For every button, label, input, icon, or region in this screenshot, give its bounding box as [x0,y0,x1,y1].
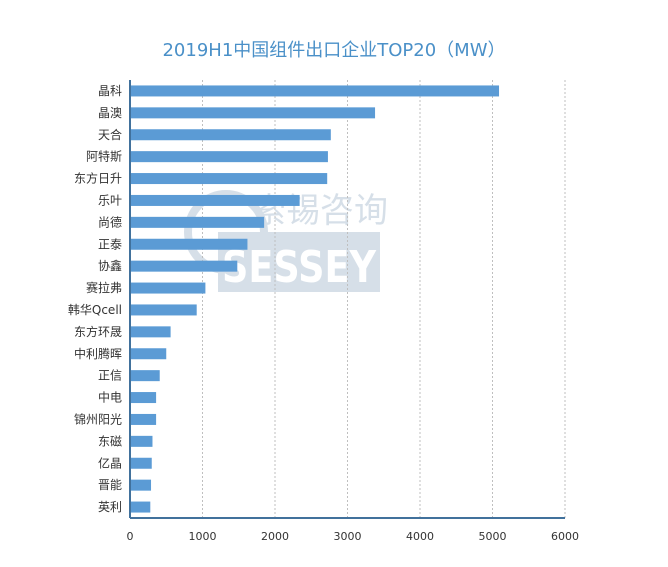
category-label-18: 亿晶 [98,455,122,470]
x-tick-label-4000: 4000 [406,530,434,543]
x-tick-label-3000: 3000 [334,530,362,543]
category-label-15: 中电 [98,390,122,405]
category-label-6: 乐叶 [98,193,122,207]
category-label-16: 锦州阳光 [74,412,122,426]
bar-20 [130,501,151,513]
bar-6 [130,194,300,206]
bar-13 [130,348,167,360]
bar-14 [130,370,160,382]
bar-1 [130,85,500,97]
category-label-13: 中利腾晖 [74,346,122,361]
bar-4 [130,151,328,163]
bar-11 [130,304,197,316]
category-label-10: 赛拉弗 [86,280,122,295]
category-label-8: 正泰 [98,237,122,251]
category-label-1: 晶科 [98,84,122,98]
x-tick-label-5000: 5000 [479,530,507,543]
bar-7 [130,216,265,228]
category-label-19: 晋能 [98,478,122,492]
category-label-20: 英利 [98,500,122,514]
bar-10 [130,282,206,294]
bar-2 [130,107,376,119]
category-label-2: 晶澳 [98,106,122,120]
category-label-9: 协鑫 [98,258,122,273]
bar-17 [130,435,153,447]
bar-16 [130,413,157,425]
category-label-3: 天合 [98,127,122,142]
category-label-17: 东磁 [98,433,122,448]
bar-12 [130,326,171,338]
bar-5 [130,173,328,185]
category-label-7: 尚德 [98,214,122,229]
x-tick-label-6000: 6000 [551,530,579,543]
category-label-12: 东方环晟 [74,324,122,339]
x-tick-label-1000: 1000 [189,530,217,543]
category-label-11: 韩华Qcell [68,302,122,317]
bar-18 [130,457,152,469]
bar-19 [130,479,152,491]
bar-3 [130,129,331,141]
x-tick-label-0: 0 [127,530,134,543]
category-label-4: 阿特斯 [86,149,122,164]
category-label-14: 正信 [98,369,122,383]
chart-title: 2019H1中国组件出口企业TOP20（MW） [162,40,506,61]
x-tick-label-2000: 2000 [261,530,289,543]
watermark-en-text: SESSEY [222,242,377,293]
bar-15 [130,392,157,404]
category-label-5: 东方日升 [74,171,122,186]
bar-9 [130,260,238,272]
bar-8 [130,238,248,250]
